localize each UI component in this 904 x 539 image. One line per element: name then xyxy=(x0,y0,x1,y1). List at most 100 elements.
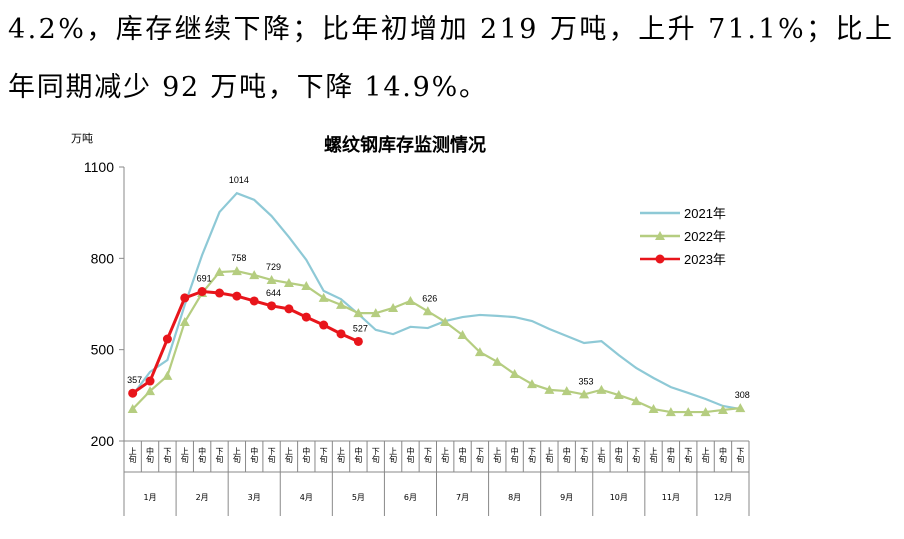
series-line xyxy=(131,191,741,411)
x-tick-label: 上旬 xyxy=(701,447,710,464)
x-tick-label: 上旬 xyxy=(649,447,658,464)
point xyxy=(214,288,224,298)
month-label: 3月 xyxy=(248,493,261,502)
point xyxy=(509,369,520,379)
point xyxy=(232,291,242,301)
x-tick-label: 上旬 xyxy=(128,447,137,464)
x-tick-label: 下旬 xyxy=(371,447,380,464)
x-tick-label: 中旬 xyxy=(406,446,415,464)
month-label: 11月 xyxy=(662,493,680,502)
y-tick-label: 500 xyxy=(91,342,115,358)
month-label: 5月 xyxy=(352,493,365,502)
month-label: 8月 xyxy=(508,493,521,502)
point xyxy=(353,336,363,346)
point xyxy=(700,407,711,417)
x-tick-label: 下旬 xyxy=(632,447,641,464)
x-tick-label: 下旬 xyxy=(736,447,745,464)
x-tick-label: 中旬 xyxy=(562,446,571,464)
month-label: 6月 xyxy=(404,493,417,502)
point xyxy=(249,270,260,280)
point xyxy=(561,386,572,396)
legend-label: 2023年 xyxy=(684,252,726,267)
point xyxy=(180,293,190,303)
month-label: 1月 xyxy=(143,493,156,502)
month-label: 9月 xyxy=(560,493,573,502)
point xyxy=(145,376,155,386)
x-tick-label: 中旬 xyxy=(146,446,155,464)
point xyxy=(127,404,138,414)
data-label: 758 xyxy=(231,253,246,263)
point xyxy=(336,329,346,339)
point xyxy=(717,404,728,414)
point xyxy=(648,404,659,414)
month-label: 4月 xyxy=(300,493,313,502)
paragraph-line: 年同期减少 92 万吨，下降 14.9%。 xyxy=(8,72,486,103)
x-tick-label: 下旬 xyxy=(163,447,172,464)
x-tick-label: 上旬 xyxy=(545,447,554,464)
month-label: 7月 xyxy=(456,493,469,502)
y-tick-label: 200 xyxy=(91,433,115,449)
point xyxy=(492,356,503,366)
point xyxy=(283,277,294,287)
data-label: 527 xyxy=(353,323,368,333)
legend-label: 2022年 xyxy=(684,229,726,244)
point xyxy=(128,388,138,398)
point xyxy=(579,389,590,399)
x-tick-label: 下旬 xyxy=(319,447,328,464)
y-tick-label: 800 xyxy=(91,250,115,266)
x-tick-label: 中旬 xyxy=(302,446,311,464)
month-label: 10月 xyxy=(610,493,628,502)
point xyxy=(267,301,277,311)
point xyxy=(388,302,399,312)
point xyxy=(683,407,694,417)
point xyxy=(526,379,537,389)
point xyxy=(214,267,225,277)
point xyxy=(665,407,676,417)
x-tick-label: 上旬 xyxy=(389,447,398,464)
y-tick-label: 1100 xyxy=(84,159,114,175)
x-tick-label: 上旬 xyxy=(284,447,293,464)
data-label: 729 xyxy=(266,262,281,272)
point xyxy=(353,308,364,318)
x-tick-label: 上旬 xyxy=(441,447,450,464)
x-tick-label: 中旬 xyxy=(614,446,623,464)
point xyxy=(613,390,624,400)
point xyxy=(457,330,468,340)
point xyxy=(319,320,329,330)
point xyxy=(405,295,416,305)
x-tick-label: 中旬 xyxy=(510,446,519,464)
data-label: 357 xyxy=(127,375,142,385)
x-tick-label: 下旬 xyxy=(215,447,224,464)
point xyxy=(197,287,207,297)
x-tick-label: 中旬 xyxy=(198,446,207,464)
data-label: 308 xyxy=(735,390,750,400)
point xyxy=(544,384,555,394)
x-tick-label: 下旬 xyxy=(475,447,484,464)
legend-marker xyxy=(655,254,665,264)
x-tick-label: 上旬 xyxy=(337,447,346,464)
point xyxy=(370,308,381,318)
x-tick-label: 下旬 xyxy=(267,447,276,464)
point xyxy=(266,274,277,284)
y-unit: 万吨 xyxy=(71,132,93,145)
x-tick-label: 中旬 xyxy=(458,446,467,464)
chart-title: 螺纹钢库存监测情况 xyxy=(324,134,486,155)
x-tick-label: 中旬 xyxy=(250,446,259,464)
data-label: 691 xyxy=(197,274,212,284)
x-tick-label: 下旬 xyxy=(527,447,536,464)
point xyxy=(162,334,172,344)
point xyxy=(301,281,312,291)
x-tick-label: 下旬 xyxy=(684,447,693,464)
x-tick-label: 上旬 xyxy=(232,447,241,464)
point xyxy=(145,386,156,396)
paragraph-line: 4.2%，库存继续下降；比年初增加 219 万吨，上升 71.1%；比上 xyxy=(8,14,892,45)
point xyxy=(440,316,451,326)
point xyxy=(336,299,347,309)
legend-marker xyxy=(655,231,665,240)
x-tick-label: 上旬 xyxy=(493,447,502,464)
x-tick-label: 下旬 xyxy=(580,447,589,464)
point xyxy=(301,312,311,322)
month-label: 12月 xyxy=(714,493,732,502)
